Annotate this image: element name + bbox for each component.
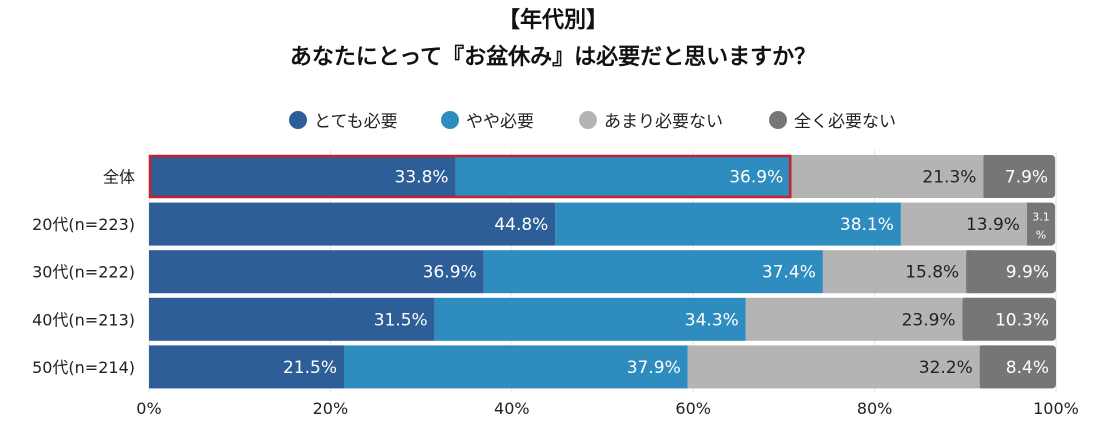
data-label: 32.2% — [919, 358, 973, 378]
bar-segment — [745, 297, 963, 341]
data-label: 31.5% — [374, 310, 428, 330]
data-label: 10.3% — [995, 310, 1049, 330]
data-label: 38.1% — [840, 215, 894, 235]
bar-segment — [979, 345, 1056, 389]
legend-marker — [289, 111, 307, 129]
x-tick-label: 40% — [494, 399, 530, 418]
data-label: 3.1 — [1032, 211, 1050, 224]
data-label: 21.3% — [922, 168, 976, 188]
category-labels: 全体 20代(n=223) 30代(n=222) 40代(n=213) 50代(n=21… — [32, 168, 135, 377]
legend-label: とても必要 — [314, 112, 398, 132]
data-label: 23.9% — [902, 310, 956, 330]
bar-segment-fill — [962, 297, 969, 341]
chart-title: 【年代別】 — [498, 7, 608, 33]
legend-marker — [579, 111, 597, 129]
data-label: 15.8% — [905, 263, 959, 283]
bar-segment — [149, 202, 556, 246]
data-label: 33.8% — [395, 168, 449, 188]
bars: 33.8% 36.9% 21.3% 7.9% 44.8% 38.1% 13.9% 3.1% 36… — [148, 154, 1056, 389]
bar-segment — [455, 155, 791, 198]
data-label: 21.5% — [283, 358, 337, 378]
data-label: 37.4% — [762, 263, 816, 283]
data-label: 34.3% — [685, 310, 739, 330]
bar-segment-fill — [1026, 202, 1033, 246]
x-tick-label: 60% — [675, 399, 711, 418]
category-label: 30代(n=222) — [32, 263, 135, 282]
bar-segment — [962, 297, 1056, 341]
x-axis-ticks: 0% 20% 40% 60% 80% 100% — [136, 399, 1079, 418]
data-label: 7.9% — [1005, 168, 1048, 188]
legend-label: あまり必要ない — [604, 112, 723, 132]
bar-segment — [149, 345, 345, 389]
category-label: 全体 — [103, 168, 135, 187]
bar-segment-fill — [966, 250, 973, 294]
legend-marker — [441, 111, 459, 129]
category-label: 40代(n=213) — [32, 310, 135, 329]
bar-segment-fill — [979, 345, 986, 389]
data-label: 36.9% — [423, 263, 477, 283]
x-tick-label: 0% — [136, 399, 161, 418]
legend-marker — [769, 111, 787, 129]
bar-segment — [687, 345, 980, 389]
bar-segment — [900, 202, 1027, 246]
x-tick-label: 20% — [313, 399, 349, 418]
chart-subtitle: あなたにとって『お盆休み』は必要だと思いますか？ — [290, 44, 816, 70]
bar-segment — [149, 155, 456, 198]
bar-segment — [983, 155, 1056, 198]
bar-segment — [149, 297, 435, 341]
bar-segment — [1026, 202, 1056, 246]
highlight-box — [148, 154, 792, 199]
x-tick-label: 100% — [1033, 399, 1079, 418]
data-label: 9.9% — [1006, 263, 1049, 283]
bar-segment — [555, 202, 901, 246]
bar-segment — [344, 345, 688, 389]
bar-segment — [790, 155, 984, 198]
data-label: 37.9% — [627, 358, 681, 378]
data-label: 8.4% — [1006, 358, 1049, 378]
bar-segment — [149, 250, 484, 294]
x-tick-label: 80% — [857, 399, 893, 418]
data-label: 44.8% — [494, 215, 548, 235]
category-label: 50代(n=214) — [32, 358, 135, 377]
data-label-unit: % — [1036, 229, 1046, 242]
bar-segment — [434, 297, 746, 341]
bar-segment — [822, 250, 967, 294]
legend-label: 全く必要ない — [794, 112, 896, 132]
bar-segment — [483, 250, 823, 294]
bar-segment-fill — [983, 155, 990, 198]
data-label: 36.9% — [729, 168, 783, 188]
data-label: 13.9% — [966, 215, 1020, 235]
legend: とても必要 やや必要 あまり必要ない 全く必要ない — [289, 111, 896, 132]
bar-segment — [966, 250, 1056, 294]
legend-label: やや必要 — [466, 112, 534, 132]
category-label: 20代(n=223) — [32, 215, 135, 234]
